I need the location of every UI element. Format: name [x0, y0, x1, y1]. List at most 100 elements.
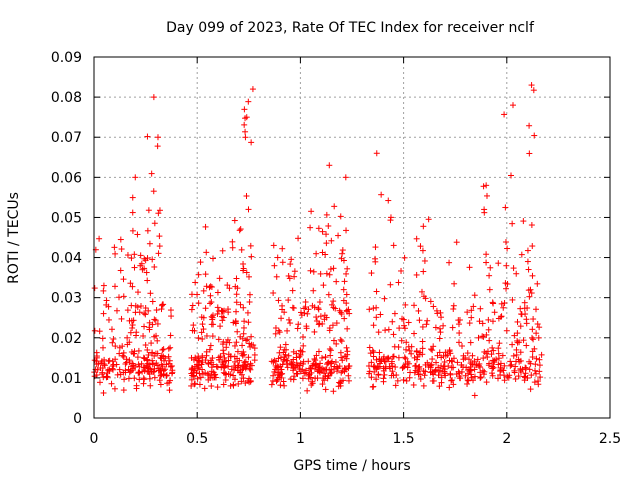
y-tick-label: 0.08	[51, 90, 82, 106]
data-point	[165, 353, 172, 360]
data-point	[147, 382, 154, 389]
data-point	[365, 363, 372, 370]
data-point	[536, 356, 543, 363]
data-point	[212, 371, 219, 378]
data-point	[278, 366, 285, 373]
data-point	[372, 255, 379, 262]
data-point	[421, 257, 428, 264]
data-point	[463, 364, 470, 371]
data-point	[528, 334, 535, 341]
data-point	[380, 375, 387, 382]
data-point	[332, 305, 339, 312]
data-point	[202, 357, 209, 364]
data-point	[149, 357, 156, 364]
data-point	[366, 306, 373, 313]
data-point	[528, 82, 535, 89]
data-point	[427, 362, 434, 369]
data-point	[403, 339, 410, 346]
data-point	[131, 375, 138, 382]
data-point	[120, 387, 127, 394]
data-point	[200, 326, 207, 333]
data-point	[154, 320, 161, 327]
data-point	[341, 278, 348, 285]
y-tick-label: 0.05	[51, 210, 82, 226]
data-point	[247, 242, 254, 249]
data-point	[438, 362, 445, 369]
data-point	[467, 360, 474, 367]
data-point	[434, 352, 441, 359]
data-point	[517, 367, 524, 374]
data-point	[310, 287, 317, 294]
data-point	[450, 355, 457, 362]
data-point	[483, 251, 490, 258]
data-point	[151, 368, 158, 375]
data-point	[132, 174, 139, 181]
data-point	[474, 356, 481, 363]
data-point	[401, 325, 408, 332]
data-point	[160, 346, 167, 353]
data-point	[321, 312, 328, 319]
data-point	[290, 348, 297, 355]
data-point	[167, 363, 174, 370]
data-point	[366, 344, 373, 351]
data-point	[523, 342, 530, 349]
data-point	[528, 222, 535, 229]
data-point	[428, 361, 435, 368]
data-point	[169, 369, 176, 376]
data-point	[129, 283, 136, 290]
data-point	[525, 266, 532, 273]
data-point	[394, 377, 401, 384]
data-point	[154, 337, 161, 344]
data-point	[150, 94, 157, 101]
data-point	[302, 367, 309, 374]
data-point	[441, 366, 448, 373]
data-point	[120, 276, 127, 283]
data-point	[475, 334, 482, 341]
data-point	[129, 227, 136, 234]
data-point	[446, 348, 453, 355]
data-point	[513, 270, 520, 277]
data-point	[345, 372, 352, 379]
data-point	[104, 367, 111, 374]
data-point	[144, 356, 151, 363]
data-point	[237, 333, 244, 340]
data-point	[144, 346, 151, 353]
data-point	[120, 369, 127, 376]
data-point	[413, 271, 420, 278]
data-point	[240, 260, 247, 267]
data-point	[230, 382, 237, 389]
data-point	[382, 358, 389, 365]
x-axis-ticks: 0 0.5 1 1.5 2 2.5	[90, 57, 621, 447]
data-point	[449, 358, 456, 365]
data-point	[145, 365, 152, 372]
data-point	[241, 318, 248, 325]
data-point	[101, 362, 108, 369]
data-point	[220, 347, 227, 354]
data-point	[319, 354, 326, 361]
data-point	[100, 389, 107, 396]
data-point	[208, 313, 215, 320]
data-point	[534, 320, 541, 327]
data-point	[279, 245, 286, 252]
data-point	[294, 325, 301, 332]
data-point	[289, 287, 296, 294]
data-point	[323, 361, 330, 368]
data-point	[202, 271, 209, 278]
data-point	[146, 324, 153, 331]
data-point	[526, 122, 533, 129]
data-point	[530, 316, 537, 323]
data-point	[341, 315, 348, 322]
data-point	[337, 349, 344, 356]
data-point	[251, 357, 258, 364]
data-point	[166, 357, 173, 364]
data-point	[134, 354, 141, 361]
data-point	[129, 209, 136, 216]
y-tick-label: 0	[73, 411, 82, 427]
data-point	[188, 382, 195, 389]
data-point	[389, 368, 396, 375]
data-point	[329, 322, 336, 329]
data-point	[515, 373, 522, 380]
data-point	[529, 272, 536, 279]
data-point	[504, 280, 511, 287]
data-point	[422, 295, 429, 302]
